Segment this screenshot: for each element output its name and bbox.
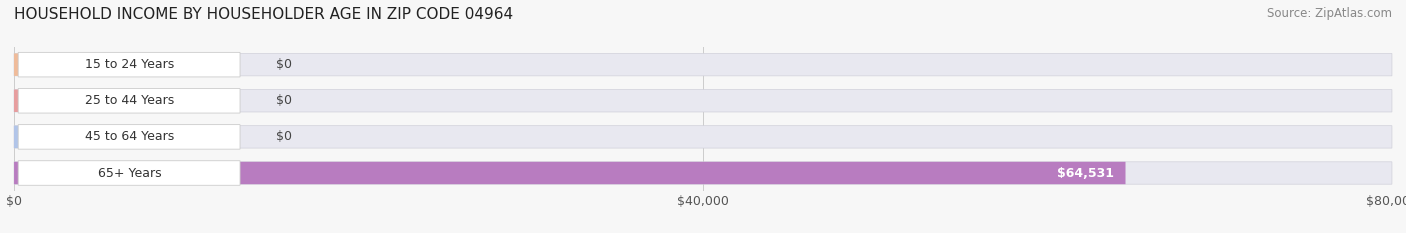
FancyBboxPatch shape bbox=[14, 126, 1392, 148]
FancyBboxPatch shape bbox=[18, 89, 240, 113]
FancyBboxPatch shape bbox=[14, 126, 219, 148]
FancyBboxPatch shape bbox=[14, 162, 1392, 184]
Text: $0: $0 bbox=[276, 94, 292, 107]
Text: $0: $0 bbox=[276, 58, 292, 71]
FancyBboxPatch shape bbox=[14, 162, 1126, 184]
Text: 65+ Years: 65+ Years bbox=[98, 167, 162, 179]
Text: HOUSEHOLD INCOME BY HOUSEHOLDER AGE IN ZIP CODE 04964: HOUSEHOLD INCOME BY HOUSEHOLDER AGE IN Z… bbox=[14, 7, 513, 22]
Text: 25 to 44 Years: 25 to 44 Years bbox=[86, 94, 174, 107]
FancyBboxPatch shape bbox=[18, 161, 240, 185]
FancyBboxPatch shape bbox=[14, 89, 219, 112]
FancyBboxPatch shape bbox=[14, 53, 1392, 76]
FancyBboxPatch shape bbox=[18, 52, 240, 77]
Text: $0: $0 bbox=[276, 130, 292, 143]
Text: Source: ZipAtlas.com: Source: ZipAtlas.com bbox=[1267, 7, 1392, 20]
FancyBboxPatch shape bbox=[14, 89, 1392, 112]
Text: $64,531: $64,531 bbox=[1057, 167, 1115, 179]
Text: 45 to 64 Years: 45 to 64 Years bbox=[86, 130, 174, 143]
FancyBboxPatch shape bbox=[14, 53, 219, 76]
FancyBboxPatch shape bbox=[18, 125, 240, 149]
Text: 15 to 24 Years: 15 to 24 Years bbox=[86, 58, 174, 71]
